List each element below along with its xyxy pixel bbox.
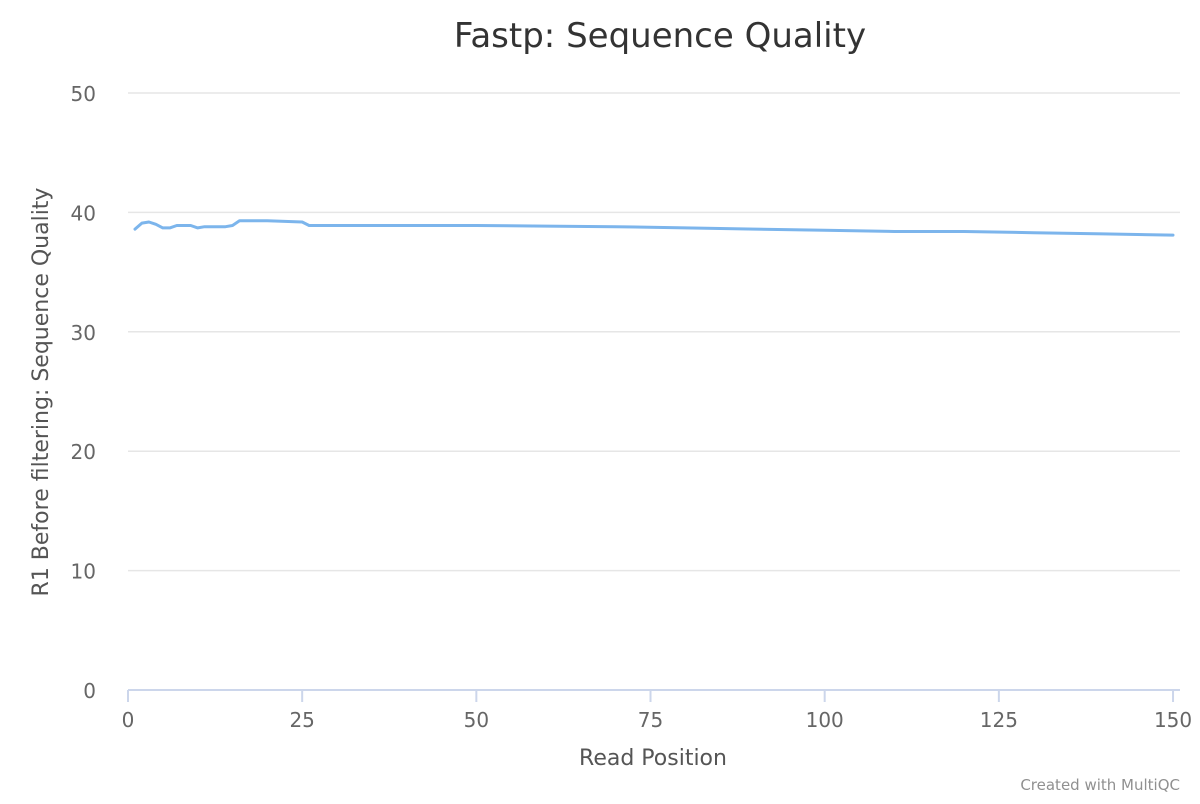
x-tick-label: 75	[638, 708, 663, 732]
x-tick-label: 100	[806, 708, 844, 732]
chart-title: Fastp: Sequence Quality	[454, 16, 866, 56]
y-tick-label: 30	[71, 321, 96, 345]
y-tick-label: 0	[83, 679, 96, 703]
y-tick-label: 10	[71, 560, 96, 584]
x-tick-label: 150	[1154, 708, 1192, 732]
x-tick-label: 25	[289, 708, 314, 732]
y-tick-label: 20	[71, 440, 96, 464]
x-axis-label: Read Position	[579, 746, 727, 771]
x-tick-label: 0	[122, 708, 135, 732]
axes: 0 10 20 30 40 50 0 25 50 75 100 125 150	[71, 82, 1193, 732]
y-tick-label: 50	[71, 82, 96, 106]
y-tick-label: 40	[71, 201, 96, 225]
grid-lines	[128, 92, 1180, 572]
x-tick-label: 50	[464, 708, 489, 732]
credit-text[interactable]: Created with MultiQC	[1020, 776, 1180, 794]
series-line[interactable]	[133, 219, 1175, 237]
series-layer	[133, 219, 1175, 237]
y-axis-label: R1 Before filtering: Sequence Quality	[29, 188, 54, 597]
x-tick-label: 125	[980, 708, 1018, 732]
